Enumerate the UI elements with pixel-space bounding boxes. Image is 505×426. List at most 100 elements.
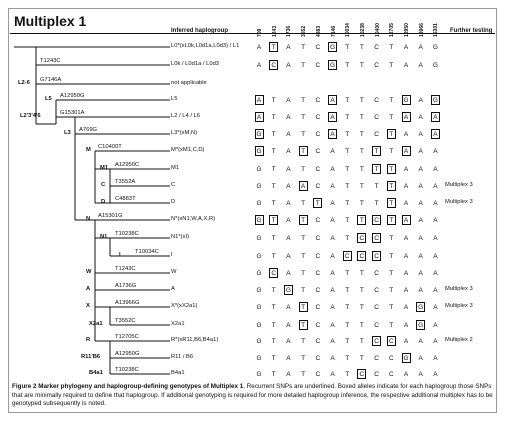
allele-cell: C — [269, 268, 279, 278]
tree-node-label: D — [101, 199, 106, 205]
allele-cell: C — [315, 131, 321, 138]
allele-cell: A — [418, 62, 423, 69]
allele-cell: A — [418, 114, 423, 121]
allele-cell: A — [330, 270, 335, 277]
allele-cell: T — [301, 235, 306, 242]
allele-cell: T — [345, 114, 350, 121]
allele-cell: A — [328, 129, 337, 139]
allele-cell: A — [256, 62, 262, 69]
tree-mutation-label: A15301G — [98, 213, 123, 219]
tree-mutation-label: T3552C — [115, 318, 136, 324]
allele-cell: T — [298, 320, 308, 330]
allele-cell: G — [256, 304, 262, 311]
allele-cell: A — [433, 338, 438, 345]
allele-cell: A — [286, 253, 291, 260]
allele-cell: A — [403, 235, 409, 242]
tree-mutation-label: T1243C — [40, 58, 61, 64]
allele-cell: A — [328, 95, 337, 105]
further-testing-value: Multiplex 3 — [445, 303, 473, 309]
allele-cell: T — [301, 62, 306, 69]
allele-cell: A — [418, 148, 423, 155]
allele-cell: A — [433, 200, 438, 207]
allele-cell: C — [342, 251, 352, 261]
haplogroup-label: R*(xR11,B6,B4a1) — [171, 337, 219, 343]
tree-mutation-label: A12950G — [115, 351, 140, 357]
allele-cell: T — [389, 253, 394, 260]
allele-cell: A — [330, 235, 335, 242]
allele-cell: G — [328, 60, 337, 70]
allele-cell: G — [256, 270, 262, 277]
allele-cell: T — [271, 304, 276, 311]
allele-cell: C — [315, 253, 321, 260]
further-testing-header: Further testing — [450, 28, 493, 34]
allele-cell: A — [330, 322, 335, 329]
further-testing-value: Multiplex 3 — [445, 286, 473, 292]
allele-cell: C — [315, 287, 321, 294]
allele-cell: T — [298, 215, 308, 225]
allele-cell: T — [301, 114, 306, 121]
allele-cell: T — [345, 200, 350, 207]
allele-cell: A — [330, 183, 335, 190]
allele-cell: A — [286, 322, 291, 329]
allele-cell: A — [430, 129, 440, 139]
allele-cell: C — [388, 355, 394, 362]
allele-cell: A — [286, 114, 291, 121]
allele-cell: A — [286, 183, 291, 190]
allele-cell: G — [416, 302, 426, 312]
allele-cell: A — [286, 217, 291, 224]
allele-cell: A — [330, 371, 335, 378]
allele-cell: A — [403, 200, 409, 207]
allele-cell: A — [418, 44, 423, 51]
allele-cell: A — [418, 338, 423, 345]
figure-frame — [8, 8, 497, 413]
allele-cell: T — [386, 215, 396, 225]
allele-cell: C — [357, 369, 367, 379]
allele-cell: A — [418, 166, 423, 173]
allele-cell: T — [301, 287, 306, 294]
allele-cell: T — [345, 62, 350, 69]
allele-cell: A — [433, 304, 438, 311]
allele-cell: T — [389, 322, 394, 329]
allele-cell: G — [256, 200, 262, 207]
allele-cell: G — [254, 129, 264, 139]
haplogroup-label: I — [171, 252, 173, 258]
allele-cell: C — [372, 336, 382, 346]
allele-cell: C — [315, 148, 321, 155]
haplogroup-label: B4a1 — [171, 370, 185, 376]
allele-cell: A — [433, 148, 438, 155]
allele-cell: T — [374, 183, 379, 190]
allele-cell: T — [345, 371, 350, 378]
allele-cell: G — [283, 285, 293, 295]
allele-cell: G — [432, 44, 438, 51]
allele-cell: C — [374, 270, 379, 277]
allele-cell: T — [301, 270, 306, 277]
allele-cell: T — [389, 270, 394, 277]
allele-cell: T — [389, 114, 394, 121]
allele-cell: A — [330, 287, 335, 294]
allele-cell: T — [357, 215, 367, 225]
allele-cell: C — [357, 233, 367, 243]
haplogroup-label: L2 / L4 / L6 — [171, 113, 201, 119]
allele-cell: T — [345, 355, 350, 362]
caption-text: . Recurrent SNPs are underlined. Boxed a… — [12, 383, 493, 408]
allele-cell: A — [403, 131, 409, 138]
allele-cell: A — [418, 97, 423, 104]
allele-cell: T — [301, 44, 306, 51]
allele-cell: A — [433, 270, 438, 277]
allele-cell: T — [389, 97, 394, 104]
allele-cell: A — [433, 287, 438, 294]
allele-cell: C — [315, 114, 321, 121]
allele-cell: T — [386, 198, 396, 208]
allele-cell: A — [418, 270, 423, 277]
tree-mutation-label: T10238C — [115, 231, 139, 237]
allele-cell: A — [286, 148, 291, 155]
allele-cell: A — [286, 235, 291, 242]
allele-cell: G — [256, 322, 262, 329]
allele-cell: T — [271, 148, 276, 155]
allele-cell: A — [330, 355, 335, 362]
allele-cell: G — [401, 353, 411, 363]
allele-cell: A — [286, 131, 291, 138]
title-rule — [10, 33, 495, 34]
allele-cell: C — [372, 251, 382, 261]
